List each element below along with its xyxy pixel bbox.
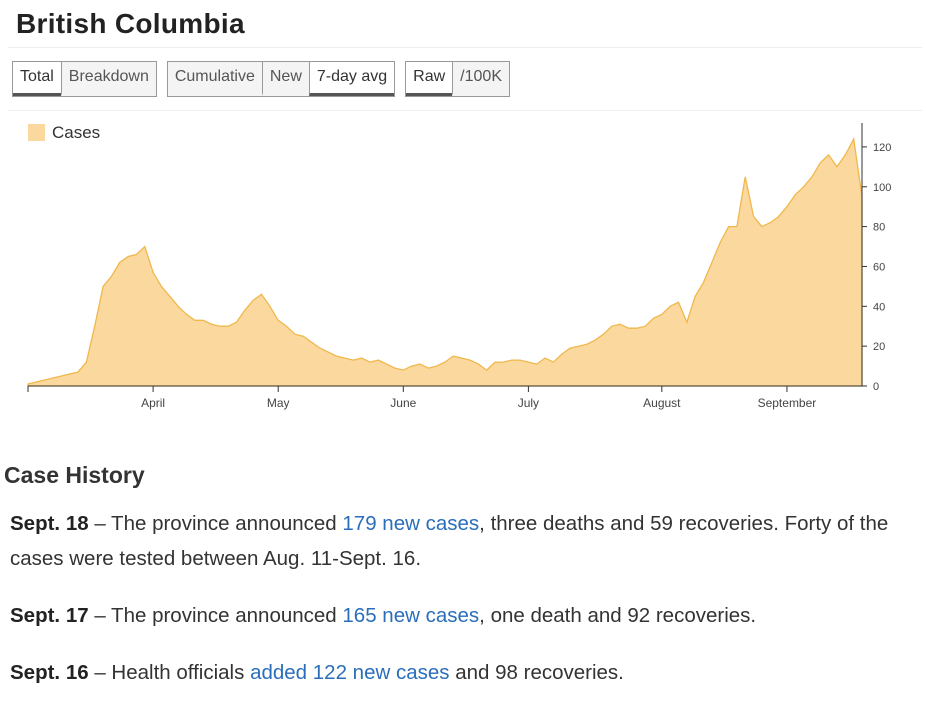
toggle-button[interactable]: New <box>261 62 309 96</box>
page-title: British Columbia <box>16 8 245 39</box>
entry-link[interactable]: added 122 new cases <box>250 661 450 684</box>
y-tick-label: 0 <box>873 381 879 393</box>
x-tick-label: July <box>518 396 539 410</box>
button-group: Cumulative New 7-day avg <box>166 61 396 97</box>
entry-date: Sept. 16 <box>10 661 89 684</box>
divider <box>8 47 922 48</box>
y-tick-label: 40 <box>873 301 885 313</box>
toolbar: Total Breakdown Cumulative New 7-day avg Raw /… <box>12 61 510 97</box>
y-tick-label: 100 <box>873 182 891 194</box>
x-tick-label: April <box>141 396 165 410</box>
entry-date: Sept. 17 <box>10 604 89 627</box>
entry-text: – The province announced <box>88 512 343 535</box>
entry-text: and 98 recoveries. <box>449 661 624 684</box>
x-tick-label: August <box>643 396 681 410</box>
entry-text: , one death and 92 recoveries. <box>479 604 757 627</box>
button-group: Total Breakdown <box>12 61 157 97</box>
x-tick-label: June <box>390 396 416 410</box>
toggle-button[interactable]: Breakdown <box>60 62 156 96</box>
area <box>27 136 863 387</box>
legend-label: Cases <box>52 123 100 142</box>
y-tick-label: 60 <box>873 261 885 273</box>
y-tick-label: 20 <box>873 341 885 353</box>
button-group: Raw/100K <box>405 61 510 97</box>
x-tick-label: May <box>267 396 290 410</box>
divider <box>8 110 922 111</box>
toggle-button[interactable]: /100K <box>452 62 509 96</box>
history-entry: Sept. 18 – The province announced 179 ne… <box>10 506 900 576</box>
section-title: Case History <box>4 462 145 488</box>
entry-text: – Health officials <box>88 661 251 684</box>
y-tick-label: 120 <box>873 142 891 154</box>
legend-swatch <box>28 124 45 141</box>
toggle-button[interactable]: Total <box>13 62 61 96</box>
entry-text: , three deaths and 59 recoveries. Forty … <box>10 512 889 570</box>
entry-date: Sept. 18 <box>10 512 89 535</box>
entry-link[interactable]: 165 new cases <box>342 604 480 627</box>
entry-link[interactable]: 179 new cases <box>342 512 480 535</box>
toggle-button[interactable]: Cumulative <box>167 62 262 96</box>
entry-text: – The province announced <box>88 604 343 627</box>
history-entry: Sept. 17 – The province announced 165 ne… <box>10 598 900 633</box>
toggle-button[interactable]: 7-day avg <box>308 62 395 96</box>
history-entry: Sept. 16 – Health officials added 122 ne… <box>10 655 900 690</box>
x-tick-label: September <box>758 396 817 410</box>
toggle-button[interactable]: Raw <box>406 62 453 96</box>
case-history: Sept. 18 – The province announced 179 ne… <box>10 506 900 702</box>
chart: 0 20 40 60 80 100 120 April May June July August Sep… <box>27 123 891 410</box>
y-tick-label: 80 <box>873 222 885 234</box>
